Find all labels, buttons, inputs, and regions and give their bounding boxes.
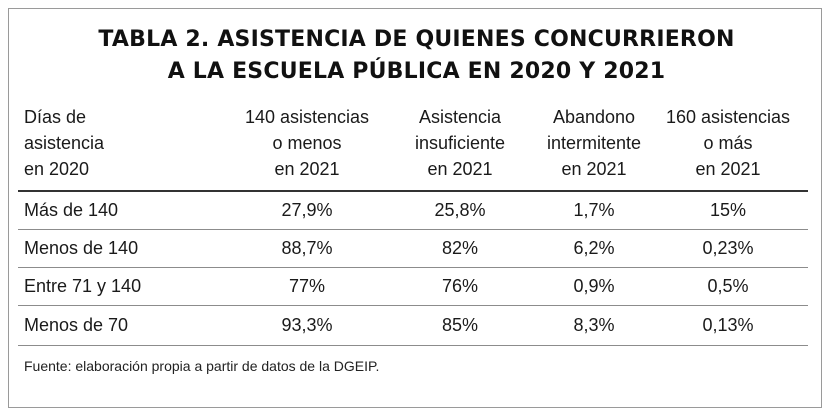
table-title-line-2: A LA ESCUELA PÚBLICA EN 2020 Y 2021: [167, 59, 666, 84]
column-header-line: 140 asistencias: [244, 107, 370, 127]
column-header-line: asistencia: [24, 133, 105, 153]
column-header-line: intermitente: [546, 133, 642, 153]
column-header-line: Días de: [24, 107, 87, 127]
column-header-line: o más: [703, 133, 753, 153]
table-cell: 76%: [441, 276, 479, 296]
column-header-line: insuficiente: [414, 133, 506, 153]
table-cell: 15%: [709, 200, 747, 220]
table-cell: 82%: [441, 238, 479, 258]
column-header-line: Asistencia: [418, 107, 502, 127]
column-header-line: en 2021: [274, 159, 340, 179]
table-header: Días de asistencia en 2020 140 asistenci…: [18, 104, 808, 184]
table-row: Entre 71 y 140 77% 76% 0,9% 0,5%: [18, 267, 808, 305]
row-label: Entre 71 y 140: [24, 276, 142, 296]
table-row: Menos de 70 93,3% 85% 8,3% 0,13%: [18, 306, 808, 344]
table-cell: 1,7%: [573, 200, 615, 220]
table-cell: 25,8%: [434, 200, 486, 220]
column-header-140-o-menos: 140 asistencias o menos en 2021: [232, 104, 382, 182]
table-cell: 93,3%: [281, 315, 333, 335]
row-label: Más de 140: [24, 200, 119, 220]
row-divider: [18, 305, 808, 306]
column-header-line: Abandono: [552, 107, 636, 127]
table-cell: 0,5%: [707, 276, 749, 296]
column-header-line: en 2020: [24, 159, 90, 179]
column-header-line: en 2021: [695, 159, 761, 179]
table-cell: 6,2%: [573, 238, 615, 258]
table-frame: [8, 8, 822, 408]
header-divider: [18, 190, 808, 192]
table-cell: 0,9%: [573, 276, 615, 296]
table-cell: 88,7%: [281, 238, 333, 258]
column-header-line: en 2021: [561, 159, 627, 179]
row-label: Menos de 140: [24, 238, 139, 258]
column-header-asistencia-insuficiente: Asistencia insuficiente en 2021: [390, 104, 530, 182]
column-header-160-o-mas: 160 asistencias o más en 2021: [648, 104, 808, 182]
table-cell: 0,23%: [702, 238, 754, 258]
row-divider: [18, 267, 808, 268]
table-cell: 8,3%: [573, 315, 615, 335]
column-header-line: o menos: [272, 133, 342, 153]
row-divider: [18, 345, 808, 346]
table-cell: 85%: [441, 315, 479, 335]
column-header-line: 160 asistencias: [665, 107, 791, 127]
table-cell: 77%: [288, 276, 326, 296]
table-title-line-1: TABLA 2. ASISTENCIA DE QUIENES CONCURRIE…: [98, 27, 735, 52]
row-label: Menos de 70: [24, 315, 129, 335]
table-row: Más de 140 27,9% 25,8% 1,7% 15%: [18, 191, 808, 229]
row-divider: [18, 229, 808, 230]
table-cell: 0,13%: [702, 315, 754, 335]
column-header-line: en 2021: [427, 159, 493, 179]
table-cell: 27,9%: [281, 200, 333, 220]
table-row: Menos de 140 88,7% 82% 6,2% 0,23%: [18, 229, 808, 267]
column-header-abandono-intermitente: Abandono intermitente en 2021: [524, 104, 664, 182]
table-title: TABLA 2. ASISTENCIA DE QUIENES CONCURRIE…: [0, 24, 833, 88]
source-note: Fuente: elaboración propia a partir de d…: [24, 358, 380, 374]
column-header-dias-asistencia-2020: Días de asistencia en 2020: [24, 104, 204, 182]
